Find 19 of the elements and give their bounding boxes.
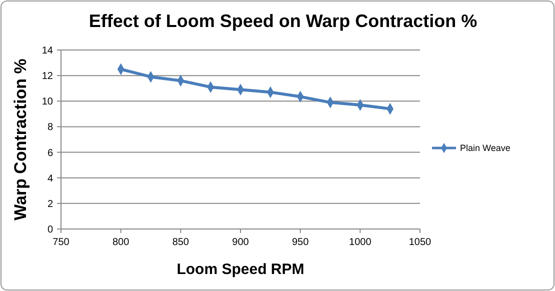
- legend-label: Plain Weave: [460, 143, 510, 154]
- y-tick-label: 4: [47, 173, 54, 184]
- x-tick-label: 950: [292, 237, 310, 248]
- x-tick-label: 1050: [408, 237, 432, 248]
- x-tick-label: 850: [172, 237, 190, 248]
- x-tick-label: 800: [112, 237, 130, 248]
- y-tick-label: 8: [47, 122, 54, 134]
- y-tick-label: 12: [42, 71, 54, 82]
- y-tick-label: 14: [42, 46, 54, 56]
- y-tick-label: 6: [47, 148, 54, 159]
- y-tick-label: 10: [42, 96, 54, 108]
- x-tick-label: 900: [232, 237, 250, 248]
- x-tick-label: 750: [52, 237, 70, 248]
- y-axis-title: Warp Contraction %: [11, 58, 30, 220]
- y-tick-label: 2: [47, 198, 54, 210]
- x-axis-title: Loom Speed RPM: [176, 261, 304, 278]
- chart-title: Effect of Loom Speed on Warp Contraction %: [88, 11, 478, 31]
- y-tick-label: 0: [47, 224, 54, 236]
- x-tick-label: 1000: [349, 237, 372, 248]
